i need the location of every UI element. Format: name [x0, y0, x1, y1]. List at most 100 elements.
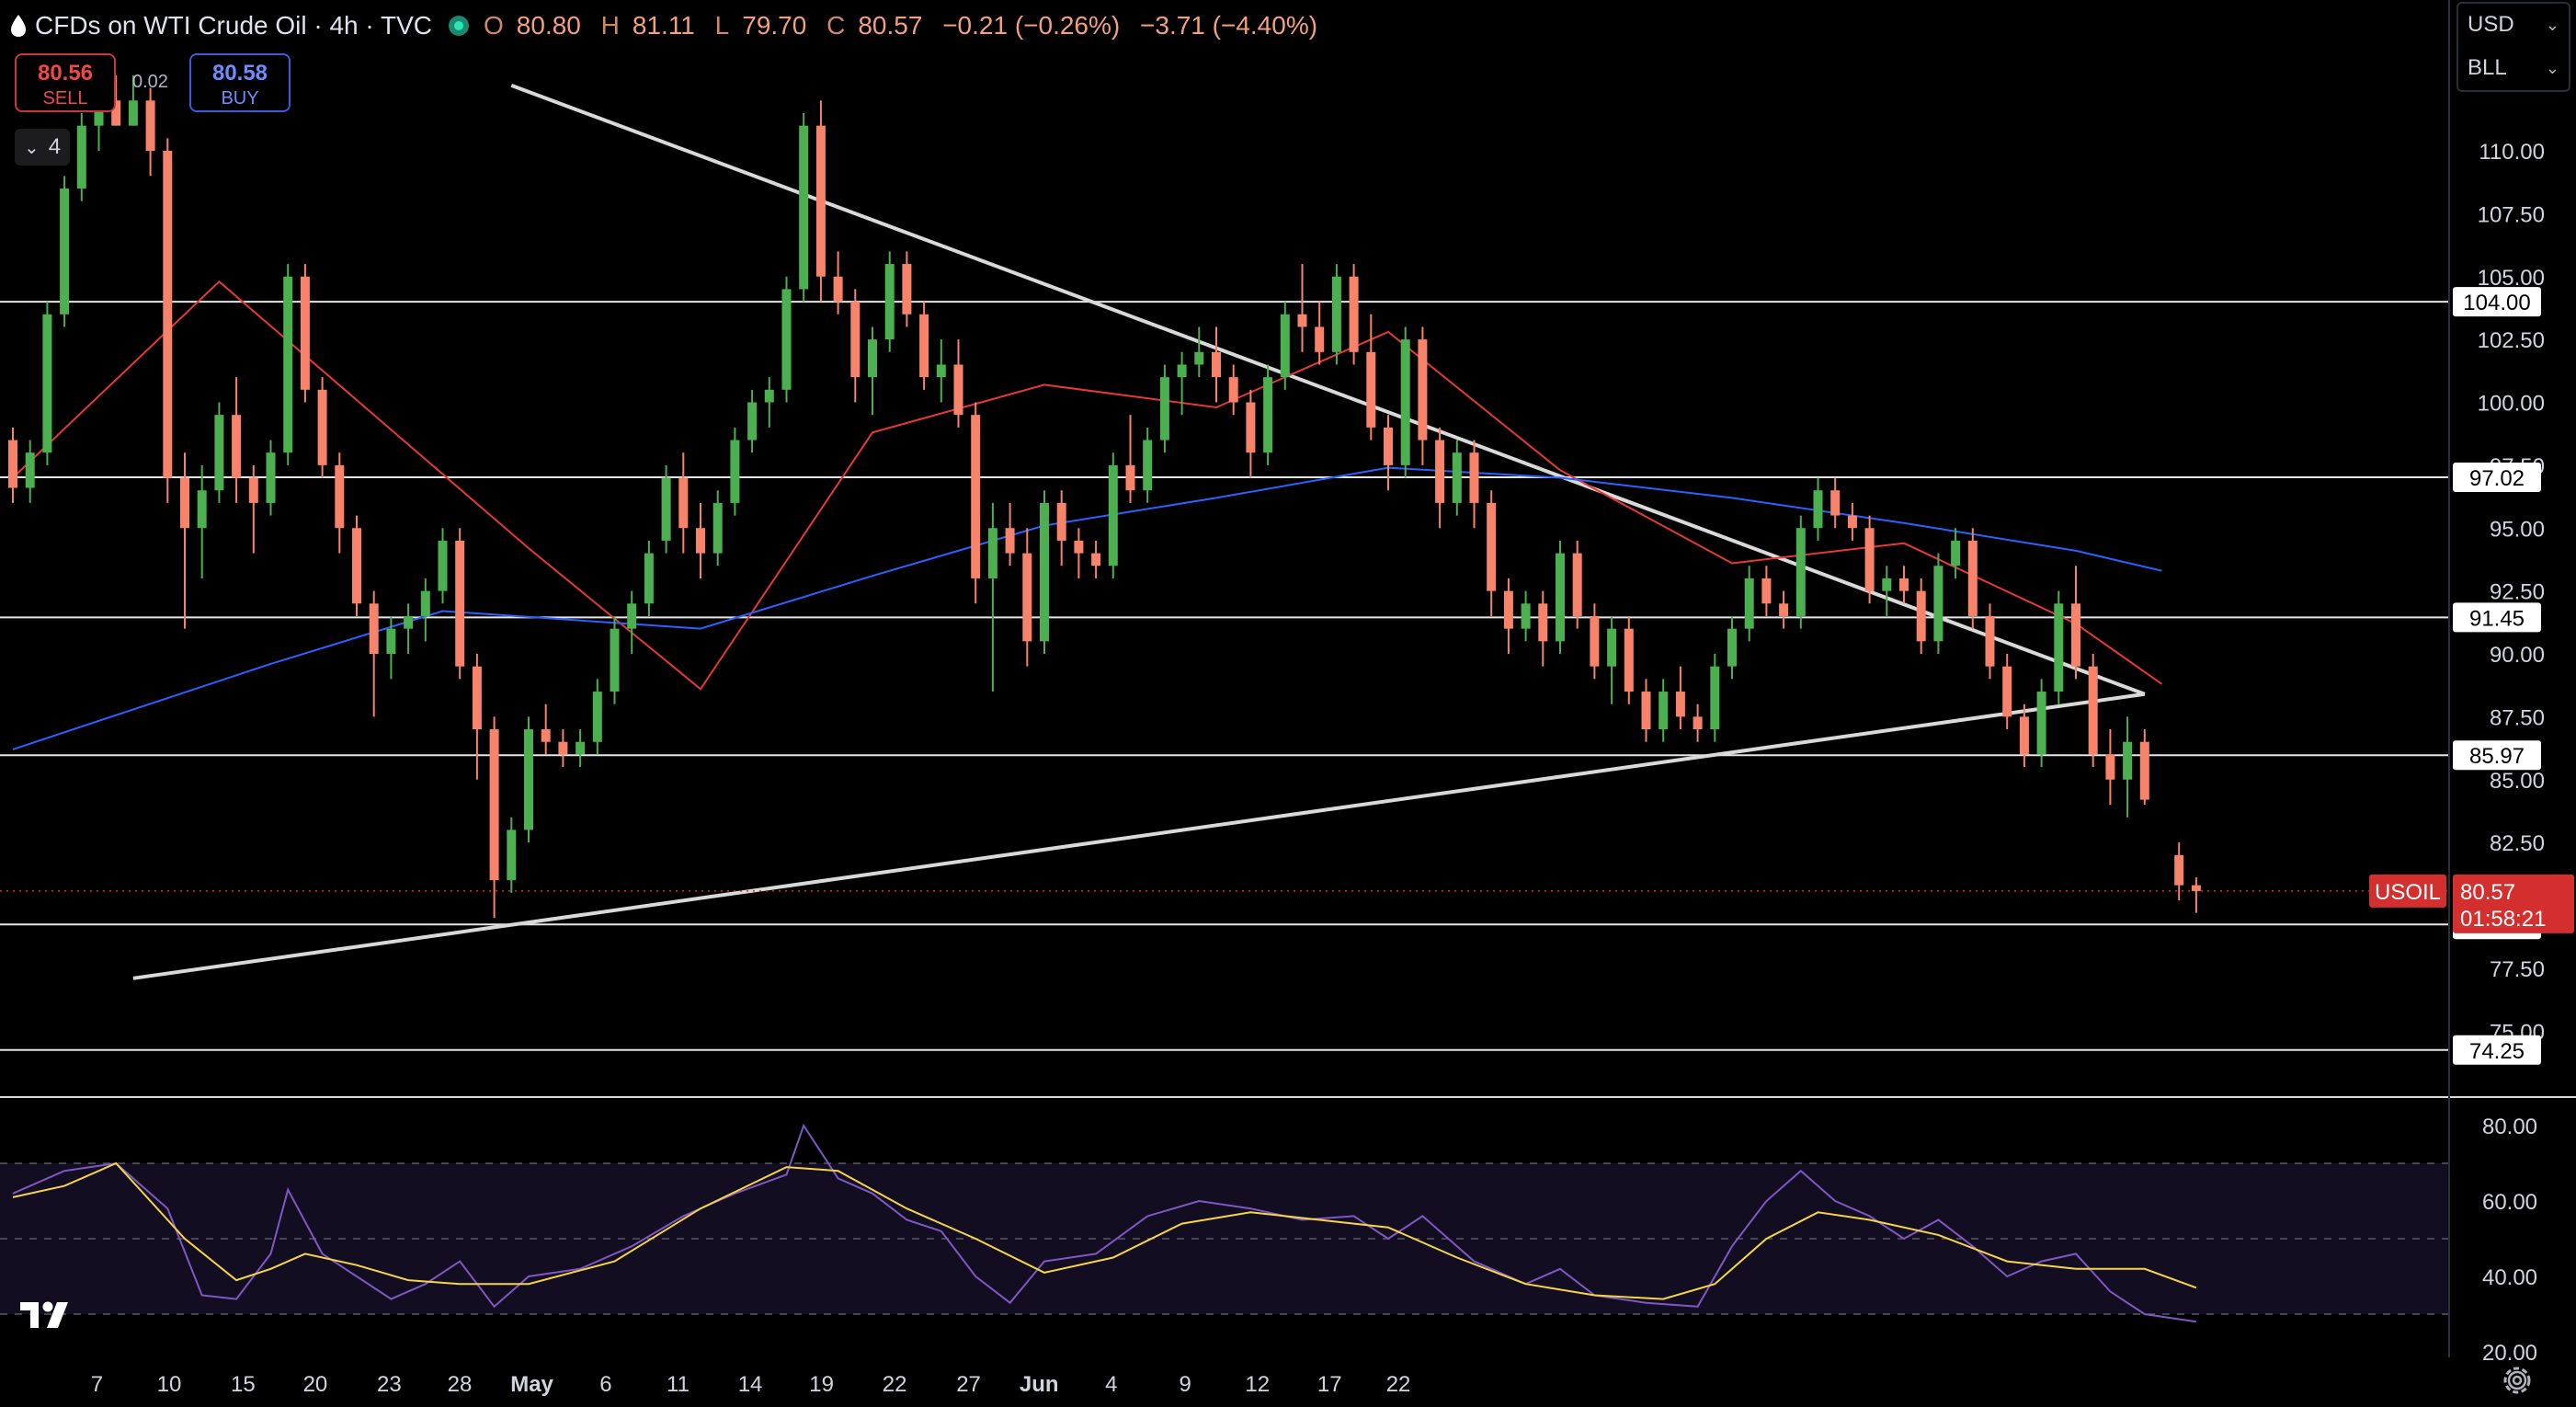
candle-body [1005, 528, 1015, 554]
candle [1967, 528, 1978, 629]
candle-body [592, 692, 602, 742]
candle-body [661, 477, 671, 541]
candle [1641, 679, 1651, 742]
candle-body [180, 477, 189, 529]
candle [1074, 528, 1084, 578]
candle [1297, 264, 1307, 352]
level-tag-label: 104.00 [2463, 291, 2530, 315]
candle [1590, 603, 1600, 680]
candle [1384, 415, 1393, 491]
buy-button[interactable]: 80.58 BUY [189, 53, 291, 112]
candle-body [764, 389, 774, 403]
current-price-tag [2453, 874, 2574, 933]
sell-button[interactable]: 80.56 SELL [15, 53, 116, 112]
candle [919, 302, 929, 390]
candle [1847, 502, 1857, 541]
level-tag-label: 91.45 [2469, 606, 2525, 631]
unit-select[interactable]: BLL ⌄ [2456, 46, 2570, 92]
candle-body [1710, 666, 1720, 730]
candle [558, 729, 568, 768]
x-tick-label: 4 [1105, 1372, 1117, 1397]
candle [1331, 264, 1341, 365]
current-price-label: 80.57 [2460, 880, 2515, 905]
candle-body [94, 100, 104, 126]
y-tick-label: 95.00 [2490, 517, 2545, 542]
candle [661, 464, 671, 554]
candle-body [266, 452, 276, 503]
y-tick-label: 92.50 [2490, 580, 2545, 605]
candle-body [438, 540, 448, 591]
candle-body [902, 264, 912, 315]
candle-body [610, 628, 620, 692]
candle [2123, 716, 2133, 818]
candle-body [145, 100, 155, 151]
candle [2191, 877, 2201, 913]
candle-body [1847, 515, 1857, 529]
candle-body [2191, 885, 2201, 891]
level-tag-label: 85.97 [2469, 744, 2525, 769]
rsi-series-line [12, 1123, 2197, 1323]
level-tag [2453, 1035, 2541, 1065]
candle [2139, 729, 2149, 806]
sell-price: 80.56 [37, 61, 94, 86]
candle-body [1951, 540, 1961, 566]
symbol-tag-label: USOIL [2375, 880, 2441, 905]
symbol-title[interactable]: CFDs on WTI Crude Oil · 4h · TVC [35, 11, 433, 40]
candle-body [1487, 502, 1497, 591]
candle [1693, 704, 1703, 742]
x-tick-label: 10 [157, 1372, 182, 1397]
candle [1761, 566, 1772, 616]
candle [420, 578, 430, 642]
candle-body [1349, 276, 1359, 352]
candle [352, 515, 361, 616]
candle [833, 251, 843, 315]
candle-body [507, 829, 517, 881]
y-tick-label: 85.00 [2490, 769, 2545, 794]
candle [902, 251, 912, 327]
x-tick-label: 12 [1245, 1372, 1270, 1397]
rsi-pane [0, 1123, 2449, 1323]
candle-body [1590, 615, 1600, 667]
candle [248, 464, 258, 554]
candle [1469, 440, 1479, 529]
candle [1349, 264, 1359, 365]
candle [1056, 490, 1066, 566]
x-tick-label: 27 [956, 1372, 981, 1397]
rsi-y-tick-label: 60.00 [2482, 1190, 2537, 1215]
candle [438, 528, 448, 604]
candle [2071, 566, 2080, 680]
level-tag-label: 97.02 [2469, 466, 2525, 491]
tradingview-logo-icon[interactable] [18, 1297, 77, 1333]
candle [2054, 590, 2064, 704]
candle [2174, 842, 2184, 901]
candle [541, 704, 551, 755]
indicators-toggle-button[interactable]: ⌄ 4 [15, 129, 70, 166]
candle [592, 679, 602, 755]
ohlc-low: L 79.70 [714, 11, 807, 40]
candle-body [1194, 351, 1204, 365]
ohlc-change-period: −3.71 (−4.40%) [1140, 11, 1318, 40]
candle-body [2002, 666, 2012, 717]
candle [1418, 326, 1428, 465]
currency-select[interactable]: USD ⌄ [2456, 2, 2570, 48]
gear-icon[interactable] [2501, 1364, 2534, 1397]
x-tick-label: 11 [667, 1372, 690, 1397]
candle [747, 389, 758, 453]
candle-body [1022, 553, 1032, 642]
candle [76, 112, 86, 201]
candle [1556, 540, 1565, 654]
candle [214, 402, 224, 503]
market-status-icon[interactable] [449, 16, 470, 36]
candle-body [1985, 615, 1995, 667]
candle-body [1641, 692, 1651, 730]
candle-body [352, 528, 361, 604]
candle [644, 540, 654, 616]
candle-body [747, 402, 758, 440]
candle [2088, 654, 2098, 768]
rsi-series-line [12, 1161, 2197, 1300]
candle-body [884, 264, 895, 340]
candle-body [1503, 590, 1513, 629]
candle [1040, 490, 1049, 654]
rsi-y-tick-label: 20.00 [2482, 1341, 2537, 1366]
